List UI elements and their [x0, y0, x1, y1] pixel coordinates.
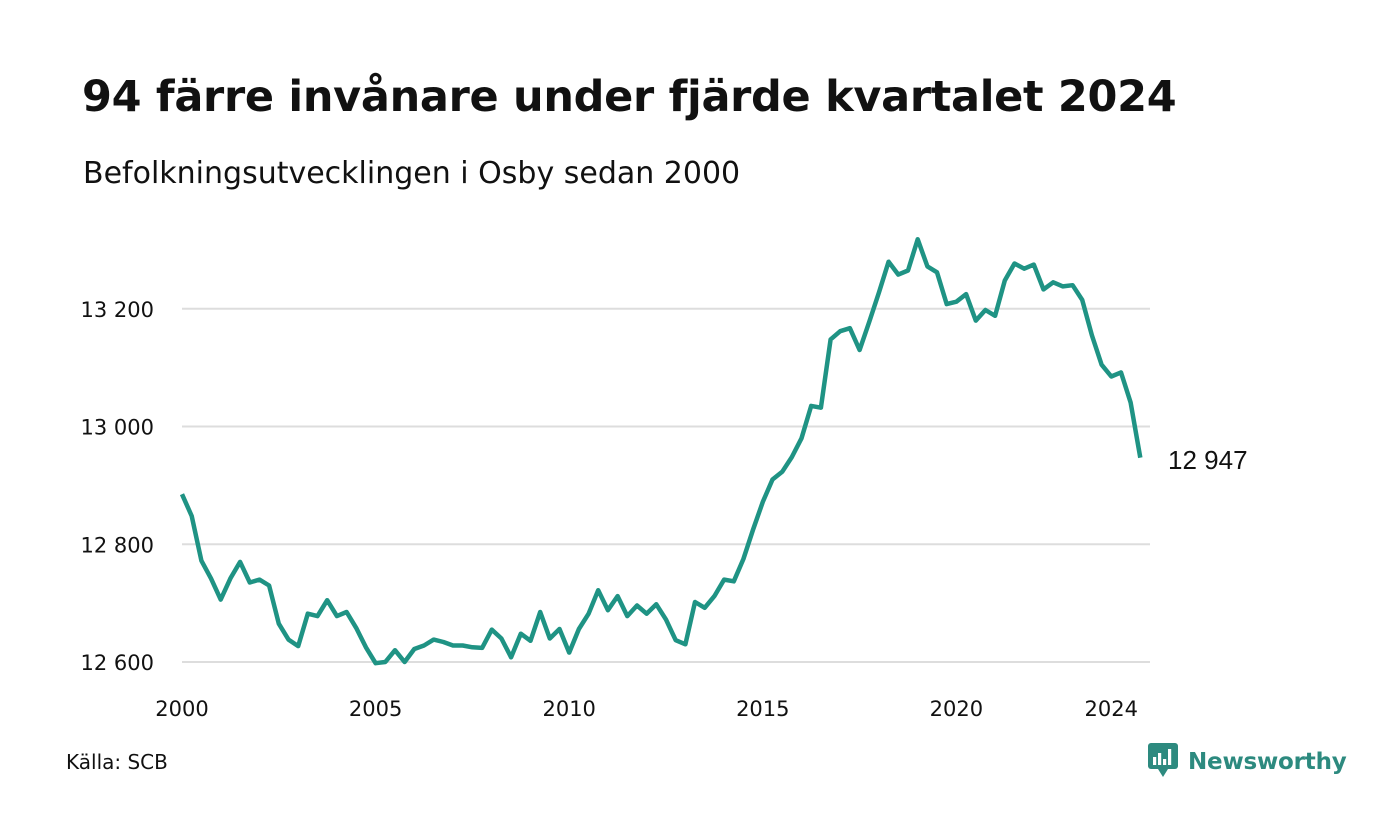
- x-axis-ticks: 2000 2005 2010 2015 2020 2024: [155, 697, 1138, 721]
- series-line: [179, 237, 1143, 666]
- x-tick-label: 2005: [349, 697, 402, 721]
- y-tick-label: 12 600: [81, 651, 154, 675]
- x-tick-label: 2000: [155, 697, 208, 721]
- series-layer: [179, 237, 1143, 666]
- source-text: Källa: SCB: [66, 750, 168, 774]
- chart-subtitle: Befolkningsutvecklingen i Osby sedan 200…: [83, 156, 741, 191]
- chart-title: 94 färre invånare under fjärde kvartalet…: [82, 72, 1177, 122]
- y-tick-label: 13 000: [81, 416, 154, 440]
- y-tick-label: 12 800: [81, 533, 154, 557]
- x-tick-label: 2024: [1085, 697, 1138, 721]
- newsworthy-logo-icon: [1148, 742, 1178, 782]
- grid-lines: [182, 307, 1150, 663]
- x-tick-label: 2010: [542, 697, 595, 721]
- brand-logo[interactable]: Newsworthy: [1148, 742, 1347, 782]
- y-tick-label: 13 200: [81, 298, 154, 322]
- x-tick-label: 2020: [930, 697, 983, 721]
- end-value-label: 12 947: [1168, 445, 1248, 475]
- x-tick-label: 2015: [736, 697, 789, 721]
- brand-name: Newsworthy: [1188, 749, 1347, 775]
- y-axis-ticks: 12 600 12 800 13 000 13 200: [81, 298, 154, 675]
